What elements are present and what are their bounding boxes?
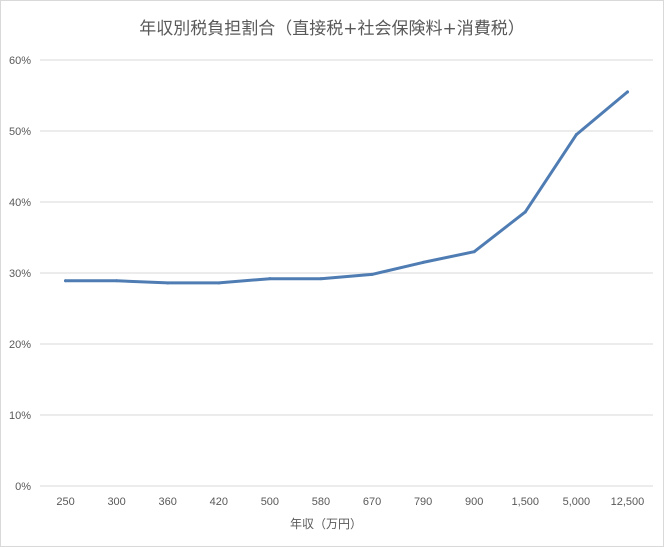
- y-tick-label: 50%: [9, 126, 31, 138]
- x-tick-label: 300: [107, 496, 125, 508]
- x-tick-label: 5,000: [563, 496, 591, 508]
- x-tick-label: 12,500: [611, 496, 645, 508]
- data-point: [319, 277, 323, 281]
- data-point: [64, 279, 68, 283]
- x-tick-label: 500: [261, 496, 279, 508]
- x-tick-label: 420: [210, 496, 228, 508]
- x-axis-title: 年収（万円）: [290, 517, 362, 531]
- data-point: [421, 260, 425, 264]
- y-tick-label: 20%: [9, 339, 31, 351]
- data-point: [115, 279, 119, 283]
- series-line: [64, 90, 629, 285]
- x-tick-label: 790: [414, 496, 432, 508]
- x-tick-label: 1,500: [512, 496, 540, 508]
- x-tick-label: 900: [465, 496, 483, 508]
- y-tick-label: 40%: [9, 197, 31, 209]
- data-point: [166, 281, 170, 285]
- data-point: [625, 90, 629, 94]
- data-point: [472, 250, 476, 254]
- y-tick-label: 30%: [9, 268, 31, 280]
- chart-title: 年収別税負担割合（直接税+社会保険料+消費税）: [139, 19, 525, 39]
- data-point: [574, 133, 578, 137]
- x-tick-label: 250: [56, 496, 74, 508]
- y-tick-label: 60%: [9, 55, 31, 67]
- y-tick-label: 0%: [15, 481, 31, 493]
- x-tick-label: 580: [312, 496, 330, 508]
- data-point: [523, 210, 527, 214]
- data-point: [268, 277, 272, 281]
- data-point: [217, 281, 221, 285]
- data-point: [370, 272, 374, 276]
- x-tick-label: 670: [363, 496, 381, 508]
- y-tick-label: 10%: [9, 410, 31, 422]
- x-tick-label: 360: [159, 496, 177, 508]
